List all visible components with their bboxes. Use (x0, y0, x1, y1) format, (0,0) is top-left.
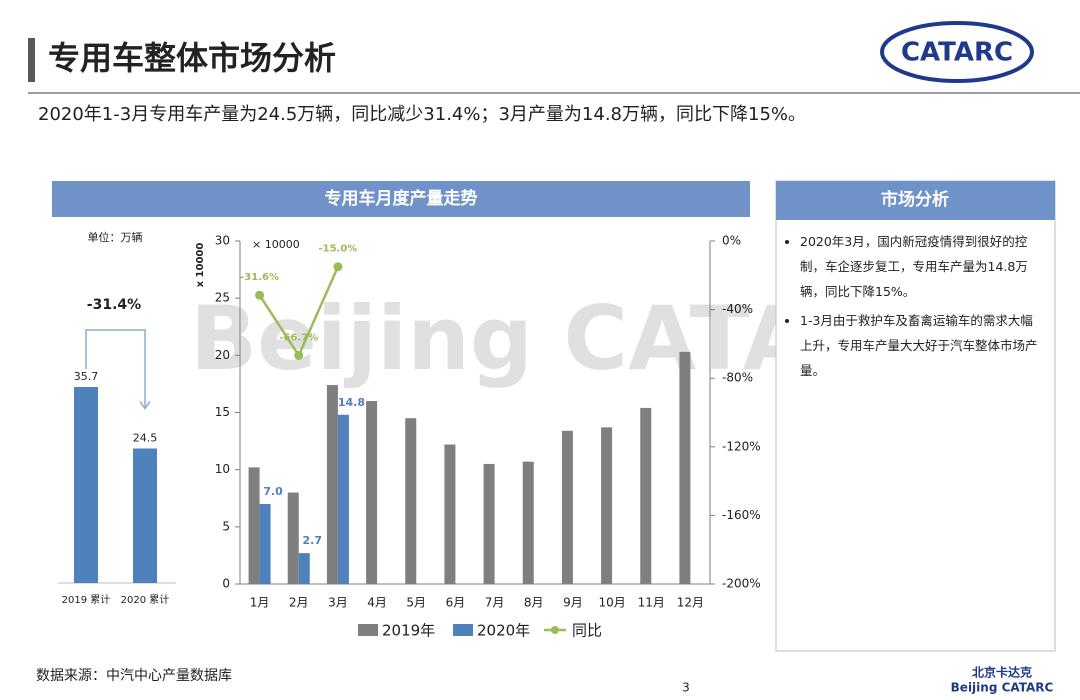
bar (287, 492, 299, 584)
y-tick-label: 15 (215, 405, 230, 419)
bar (522, 461, 534, 584)
x-tick-label: 12月 (677, 596, 704, 610)
logo-ring (880, 21, 1034, 83)
legend-label: 2019年 (382, 622, 435, 640)
analysis-item: 1-3月由于救护车及畜禽运输车的需求大幅上升，专用车产量大大好于汽车整体市场产量… (800, 308, 1045, 383)
x-tick-label: 5月 (406, 596, 426, 610)
value-label: -66.7% (279, 332, 318, 343)
analysis-list: 2020年3月，国内新冠疫情得到很好的控制，车企逐步复工，专用车产量为14.8万… (776, 229, 1055, 383)
y-tick-label: 20 (215, 348, 230, 362)
y2-tick-label: -40% (722, 302, 753, 316)
x-tick-label: 11月 (638, 596, 665, 610)
bar (561, 430, 573, 584)
value-label: 14.8 (338, 396, 365, 409)
point (255, 290, 265, 300)
y2-tick-label: -80% (722, 371, 753, 385)
legend-swatch (551, 626, 559, 634)
x-tick-label: 3月 (328, 596, 348, 610)
page-title: 专用车整体市场分析 (48, 39, 336, 77)
x-tick-label: 9月 (563, 596, 583, 610)
x-tick-label: 7月 (485, 596, 505, 610)
value-label: -15.0% (318, 244, 357, 255)
y-tick-label: 0 (222, 577, 230, 591)
x-tick-label: 8月 (524, 596, 544, 610)
value-label: 24.5 (133, 431, 158, 444)
value-label: 35.7 (74, 370, 99, 383)
analysis-text: 2020年3月，国内新冠疫情得到很好的控制，车企逐步复工，专用车产量为14.8万… (776, 221, 1055, 387)
y-tick-label: 10 (215, 462, 230, 476)
y2-tick-label: -120% (722, 439, 761, 453)
bar (337, 414, 349, 584)
brand-cn: 北京卡达克 (972, 665, 1032, 680)
unit-label: 单位：万辆 (88, 230, 143, 244)
change-label: -31.4% (87, 297, 141, 313)
value-label: 2.7 (303, 534, 323, 547)
value-label: -31.6% (240, 272, 279, 283)
panel-title: 专用车月度产量走势 (325, 188, 478, 209)
brand-en: Beijing CATARC (951, 681, 1054, 695)
source: 数据来源：中汽中心产量数据库 (36, 668, 232, 684)
y-tick-label: 30 (215, 234, 230, 248)
subtitle: 2020年1-3月专用车产量为24.5万辆，同比减少31.4%；3月产量为14.… (38, 104, 806, 125)
page-number: 3 (682, 681, 690, 695)
bar (74, 387, 98, 583)
analysis-box (775, 180, 1056, 652)
y-axis-label: x 10000 (195, 243, 206, 288)
point (294, 350, 304, 360)
bar (326, 385, 338, 584)
bar (640, 407, 652, 584)
arrow-head (139, 401, 151, 410)
bar (601, 427, 613, 584)
bar (483, 463, 495, 584)
x-tick-label: 10月 (598, 596, 625, 610)
y-tick-label: 5 (222, 519, 230, 533)
legend-swatch (453, 624, 473, 636)
x-tick-label: 2019 累计 (62, 593, 111, 606)
title-bar (28, 38, 35, 82)
panel-header (52, 181, 750, 217)
legend-label: 2020年 (477, 622, 530, 640)
y2-tick-label: -160% (722, 508, 761, 522)
legend-label: 同比 (572, 622, 602, 640)
y2-tick-label: -200% (722, 577, 761, 591)
bar (248, 467, 260, 584)
point (333, 262, 343, 272)
x-tick-label: 4月 (367, 596, 387, 610)
y-tick-label: 25 (215, 291, 230, 305)
x-tick-label: 2020 累计 (121, 593, 170, 606)
legend-swatch (358, 624, 378, 636)
analysis-item: 2020年3月，国内新冠疫情得到很好的控制，车企逐步复工，专用车产量为14.8万… (800, 229, 1045, 304)
bar (366, 401, 378, 584)
x-tick-label: 2月 (289, 596, 309, 610)
bar (679, 351, 691, 584)
logo: CATARC (901, 38, 1013, 68)
analysis-header (776, 181, 1055, 220)
x-tick-label: 1月 (250, 596, 270, 610)
value-label: 7.0 (263, 485, 283, 498)
bar (444, 444, 456, 584)
y2-tick-label: 0% (722, 234, 741, 248)
bar (405, 418, 417, 584)
x-tick-label: 6月 (446, 596, 466, 610)
bar (298, 553, 310, 584)
change-arrow (85, 329, 146, 409)
unit-note: × 10000 (252, 238, 300, 251)
analysis-title: 市场分析 (881, 189, 949, 210)
bar (259, 503, 271, 584)
bar (133, 448, 157, 583)
